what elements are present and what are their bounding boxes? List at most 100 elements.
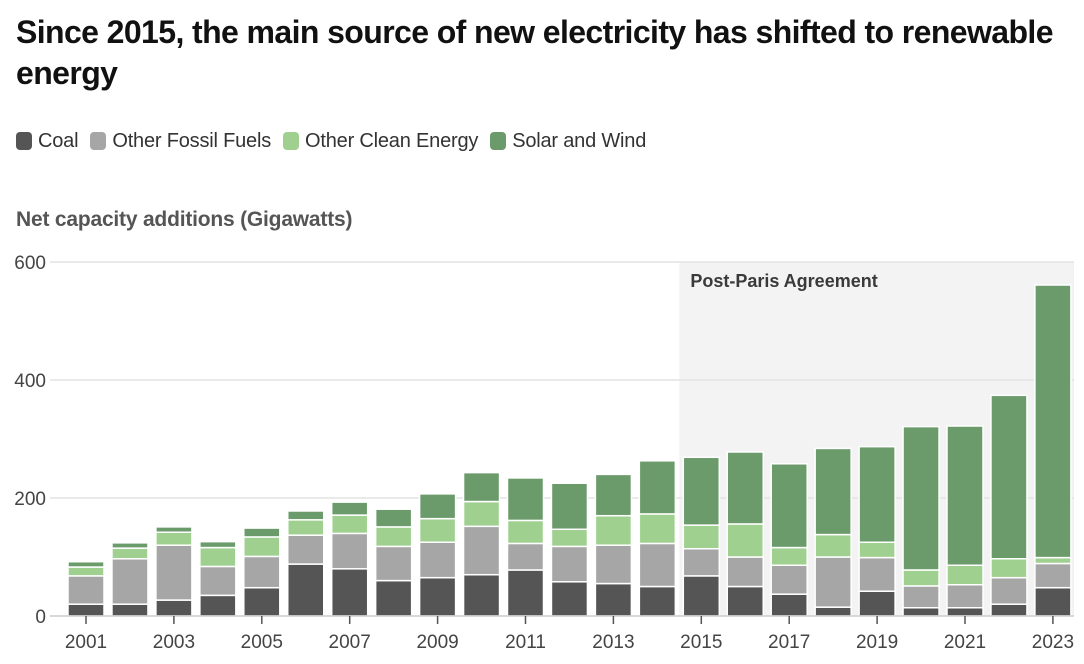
legend-item-other-fossil-fuels: Other Fossil Fuels (90, 130, 271, 153)
bar-segment (330, 532, 369, 570)
bar-segment (1034, 556, 1072, 565)
bar-segment (946, 606, 984, 617)
y-tick-label: 400 (14, 371, 46, 392)
bar-segment (418, 541, 457, 579)
bar-segment (990, 394, 1028, 560)
bar-segment (374, 579, 413, 617)
x-tick-label: 2021 (944, 632, 986, 653)
bar-segment (374, 545, 413, 582)
bar-segment (814, 447, 852, 536)
bar-segment (726, 585, 764, 617)
bar-segment (682, 456, 721, 526)
bar-segment (770, 564, 808, 595)
bar-segment (550, 545, 589, 583)
bar-segment (726, 451, 764, 525)
bar-segment (418, 493, 457, 520)
bar-segment (111, 603, 149, 617)
bar-segment (990, 576, 1028, 605)
bar-segment (1034, 284, 1072, 559)
bar-segment (155, 599, 193, 617)
bar-segment (506, 542, 545, 571)
bar-segment (462, 573, 501, 617)
bar-segment (111, 542, 149, 549)
bar-segment (287, 534, 325, 565)
bar-segment (638, 460, 677, 515)
bar-segment (418, 517, 457, 544)
legend-label-coal: Coal (38, 129, 79, 152)
bar-segment (638, 513, 677, 545)
bar-segment (858, 556, 896, 592)
x-tick-label: 2011 (505, 632, 546, 653)
bar-segment (902, 425, 940, 571)
legend-item-other-clean-energy: Other Clean Energy (283, 130, 478, 153)
bar-segment (67, 560, 105, 568)
x-tick-label: 2019 (856, 632, 898, 653)
bar-segment (199, 540, 237, 549)
bar-segment (726, 523, 764, 558)
bar-segment (111, 558, 149, 605)
x-tick-label: 2017 (768, 632, 810, 653)
bar-segment (374, 508, 413, 528)
legend-label-solar-and-wind: Solar and Wind (512, 129, 647, 152)
bar-segment (155, 544, 193, 601)
legend-swatch-solar-and-wind (490, 132, 507, 150)
bar-segment (67, 575, 105, 605)
bar-segment (550, 528, 589, 548)
bar-segment (990, 603, 1028, 617)
x-tick-label: 2015 (680, 632, 722, 653)
x-tick-label: 2001 (65, 632, 107, 653)
chart-title: Since 2015, the main source of new elect… (16, 14, 1053, 91)
x-tick-label: 2007 (329, 632, 371, 653)
bar-segment (330, 568, 369, 617)
bar-segment (199, 594, 237, 617)
bar-segment (462, 471, 501, 503)
bar-segment (374, 526, 413, 548)
bar-segment (682, 575, 721, 617)
legend-swatch-coal (16, 132, 32, 150)
bar-segment (287, 510, 325, 521)
bar-segment (67, 603, 105, 617)
legend: Coal Other Fossil Fuels Other Clean Ener… (16, 128, 658, 154)
y-tick-label: 200 (14, 489, 46, 510)
bar-segment (902, 585, 940, 609)
bar-segment (243, 536, 281, 558)
bar-segment (946, 425, 984, 567)
bar-segment (770, 593, 808, 617)
bar-segment (946, 564, 984, 586)
legend-label-other-fossil-fuels: Other Fossil Fuels (112, 129, 272, 152)
bar-segment (594, 514, 633, 546)
bar-segment (594, 582, 633, 617)
bar-segment (858, 590, 896, 617)
bar-segment (330, 514, 369, 535)
legend-item-coal: Coal (16, 129, 79, 153)
legend-label-other-clean-energy: Other Clean Energy (305, 129, 479, 152)
x-tick-label: 2013 (592, 632, 634, 653)
bar-segment (638, 585, 677, 617)
bar-segment (990, 558, 1028, 579)
bar-segment (243, 527, 281, 538)
y-tick-label: 0 (35, 607, 46, 628)
bar-segment (1034, 562, 1072, 589)
bar-segment (814, 556, 852, 608)
bar-segment (462, 500, 501, 528)
bar-segment (243, 555, 281, 589)
x-tick-label: 2005 (241, 632, 283, 653)
bar-segment (506, 519, 545, 545)
bar-segment (199, 546, 237, 568)
bar-segment (155, 526, 193, 533)
bar-segment (155, 531, 193, 546)
x-tick-label: 2009 (416, 632, 458, 653)
bar-segment (946, 583, 984, 609)
bar-segment (594, 544, 633, 585)
bar-segment (462, 525, 501, 576)
bar-segment (506, 569, 545, 617)
bar-segment (770, 546, 808, 567)
bar-segment (287, 563, 325, 617)
bar-segment (902, 569, 940, 587)
bar-segment (770, 463, 808, 549)
bar-segment (330, 501, 369, 516)
bar-segment (682, 547, 721, 577)
bar-segment (550, 482, 589, 531)
bar-segment (902, 606, 940, 617)
